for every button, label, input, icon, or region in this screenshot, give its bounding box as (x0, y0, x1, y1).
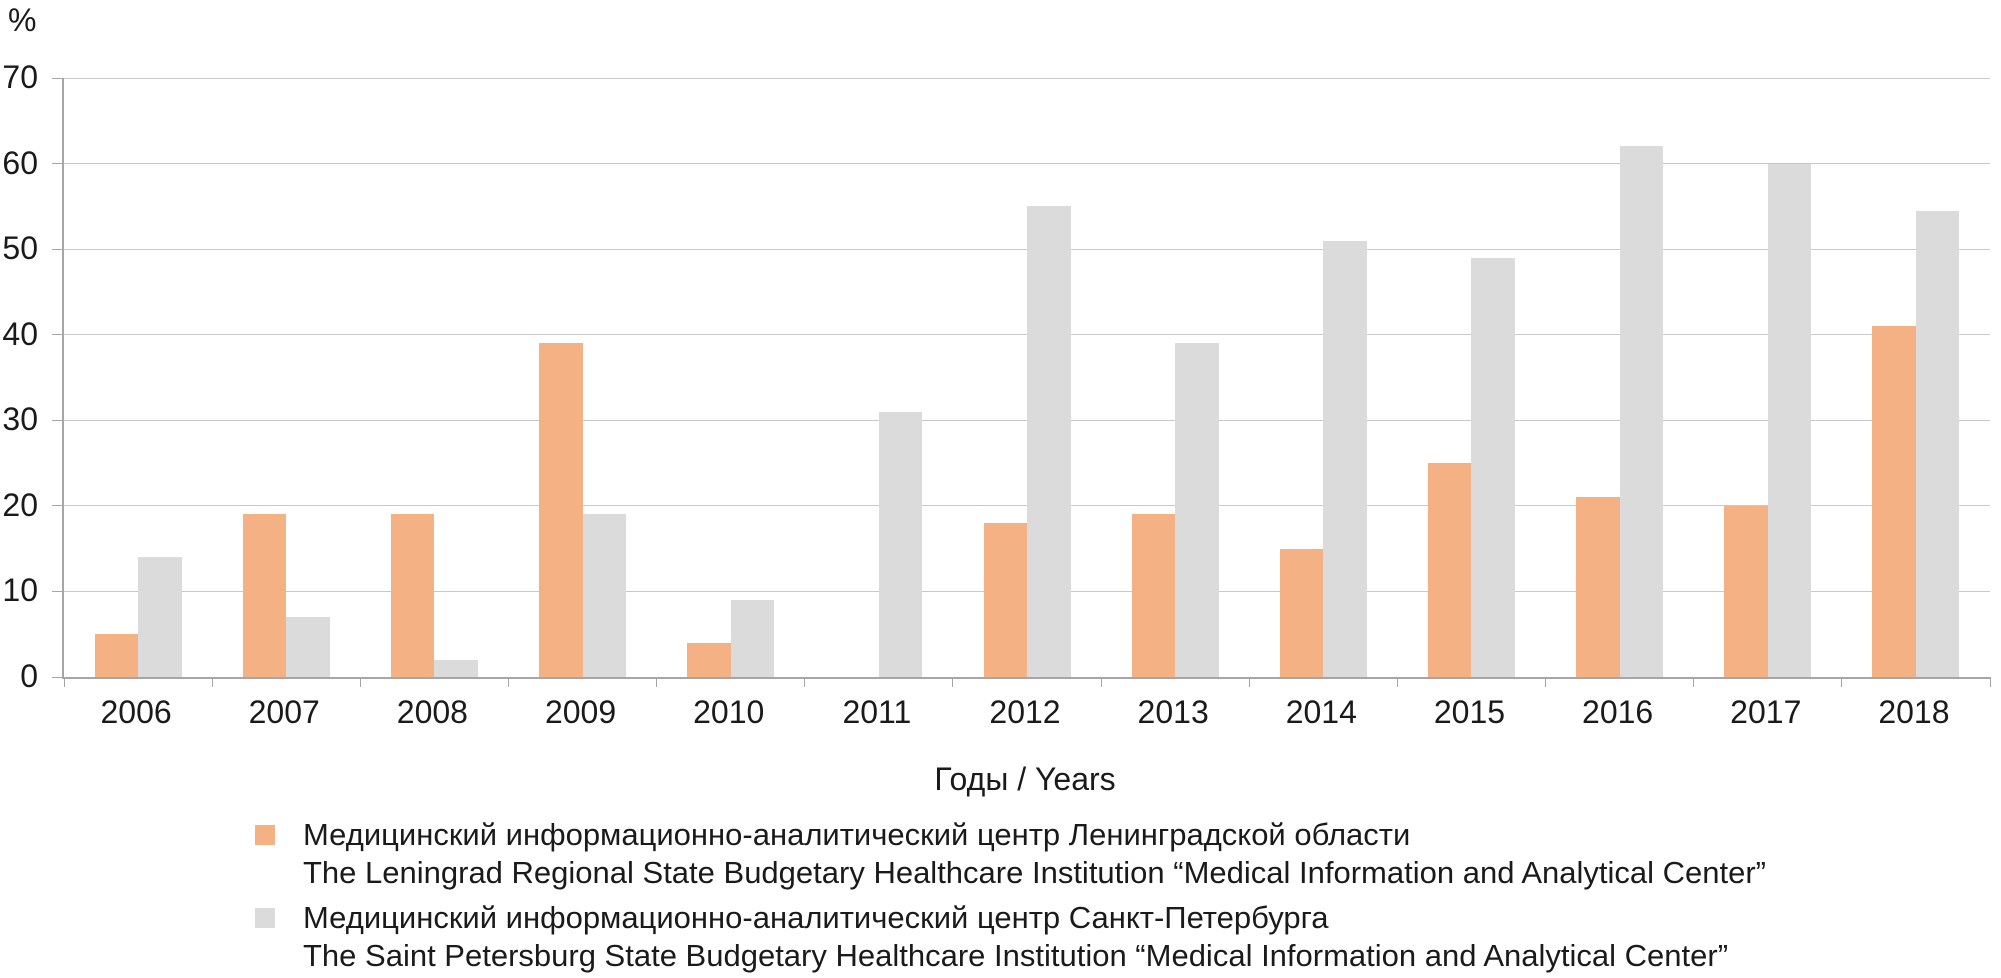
x-tick-label: 2013 (1137, 694, 1209, 730)
x-tick (1248, 677, 1250, 687)
x-tick (359, 677, 361, 687)
bar-miac-leningrad-region (1724, 505, 1768, 677)
y-axis-labels: 0 10 20 30 40 50 60 70 (0, 61, 38, 692)
x-tick-label: 2010 (693, 694, 765, 730)
y-tick-label: 70 (2, 59, 38, 95)
y-tick (52, 163, 64, 165)
legend-label-ru: Медицинский информационно-аналитический … (303, 817, 1411, 852)
y-tick-label: 10 (2, 572, 38, 609)
x-tick (1100, 677, 1102, 687)
legend-label-en: The Leningrad Regional State Budgetary H… (303, 855, 1766, 890)
x-tick (804, 677, 806, 687)
bar-miac-leningrad-region (1279, 548, 1324, 677)
bar-miac-leningrad-region (1131, 514, 1176, 677)
y-tick (52, 676, 64, 678)
bar-miac-saint-petersburg (582, 514, 627, 677)
x-tick (211, 677, 213, 687)
bar-miac-saint-petersburg (1323, 240, 1367, 677)
gridline (64, 163, 1990, 165)
bar-miac-saint-petersburg (434, 659, 478, 677)
bar-miac-saint-petersburg (1767, 163, 1812, 677)
bar-miac-saint-petersburg (730, 600, 775, 677)
x-tick (1989, 677, 1991, 687)
x-tick (952, 677, 954, 687)
bar-miac-leningrad-region (539, 343, 583, 677)
legend-entry-text: Медицинский информационно-аналитический … (303, 816, 1766, 892)
x-tick-label: 2008 (396, 694, 468, 730)
bar-miac-leningrad-region (983, 522, 1027, 677)
y-axis-unit-label: % (8, 2, 37, 38)
y-tick (52, 419, 64, 421)
bar-miac-leningrad-region (94, 634, 139, 677)
x-tick (507, 677, 509, 687)
x-tick-label: 2007 (248, 694, 320, 730)
legend-label-en: The Saint Petersburg State Budgetary Hea… (303, 938, 1729, 973)
gridline (64, 77, 1990, 79)
x-tick (1396, 677, 1398, 687)
x-tick-label: 2015 (1433, 694, 1506, 730)
x-axis-title: Годы / Years (934, 761, 1116, 797)
plot-area (52, 77, 1991, 687)
bar-miac-leningrad-region (1872, 326, 1916, 677)
x-tick (656, 677, 658, 687)
y-tick-label: 30 (2, 401, 38, 438)
x-tick-label: 2016 (1582, 694, 1654, 730)
bar-miac-saint-petersburg (1915, 210, 1960, 677)
bar-miac-leningrad-region (390, 514, 435, 677)
bar-miac-saint-petersburg (286, 617, 330, 677)
legend-swatch-miac-leningrad-region (255, 825, 275, 845)
legend-entry: Медицинский информационно-аналитический … (255, 899, 1766, 975)
bar-miac-leningrad-region (242, 514, 287, 677)
y-tick-label: 40 (2, 315, 38, 352)
x-tick-label: 2011 (842, 694, 912, 730)
bar-miac-saint-petersburg (1619, 146, 1664, 677)
y-tick-label: 50 (2, 230, 38, 267)
x-tick (1841, 677, 1843, 687)
y-tick-label: 20 (2, 486, 38, 523)
legend-entry-text: Медицинский информационно-аналитический … (303, 899, 1728, 975)
bar-miac-saint-petersburg (1027, 206, 1071, 677)
bar-miac-saint-petersburg (1471, 257, 1515, 677)
x-axis-labels: 2006 2007 2008 2009 2010 2011 2012 2013 2014 2015… (62, 694, 1988, 734)
x-tick-label: 2018 (1878, 694, 1950, 730)
y-tick-label: 60 (2, 144, 38, 181)
x-tick (63, 677, 65, 687)
bar-miac-saint-petersburg (878, 411, 923, 677)
legend-label-ru: Медицинский информационно-аналитический … (303, 900, 1329, 935)
bar-miac-leningrad-region (687, 642, 731, 677)
x-tick-label: 2014 (1285, 694, 1357, 730)
x-tick-label: 2006 (100, 694, 172, 730)
y-tick (52, 334, 64, 336)
bar-miac-saint-petersburg (138, 557, 182, 677)
bar-miac-saint-petersburg (1175, 343, 1219, 677)
x-tick (1545, 677, 1547, 687)
x-tick-label: 2009 (544, 694, 617, 730)
legend-entry: Медицинский информационно-аналитический … (255, 816, 1766, 892)
y-tick (52, 77, 64, 79)
y-tick (52, 248, 64, 250)
y-tick-label: 0 (20, 658, 38, 694)
x-tick-label: 2012 (989, 694, 1061, 730)
bar-miac-leningrad-region (1576, 497, 1620, 677)
bar-miac-leningrad-region (1427, 463, 1472, 677)
legend-swatch-miac-saint-petersburg (255, 908, 275, 928)
y-tick (52, 505, 64, 507)
x-tick-label: 2017 (1730, 694, 1802, 730)
y-tick (52, 590, 64, 592)
x-tick (1693, 677, 1695, 687)
legend: Медицинский информационно-аналитический … (255, 816, 1766, 978)
